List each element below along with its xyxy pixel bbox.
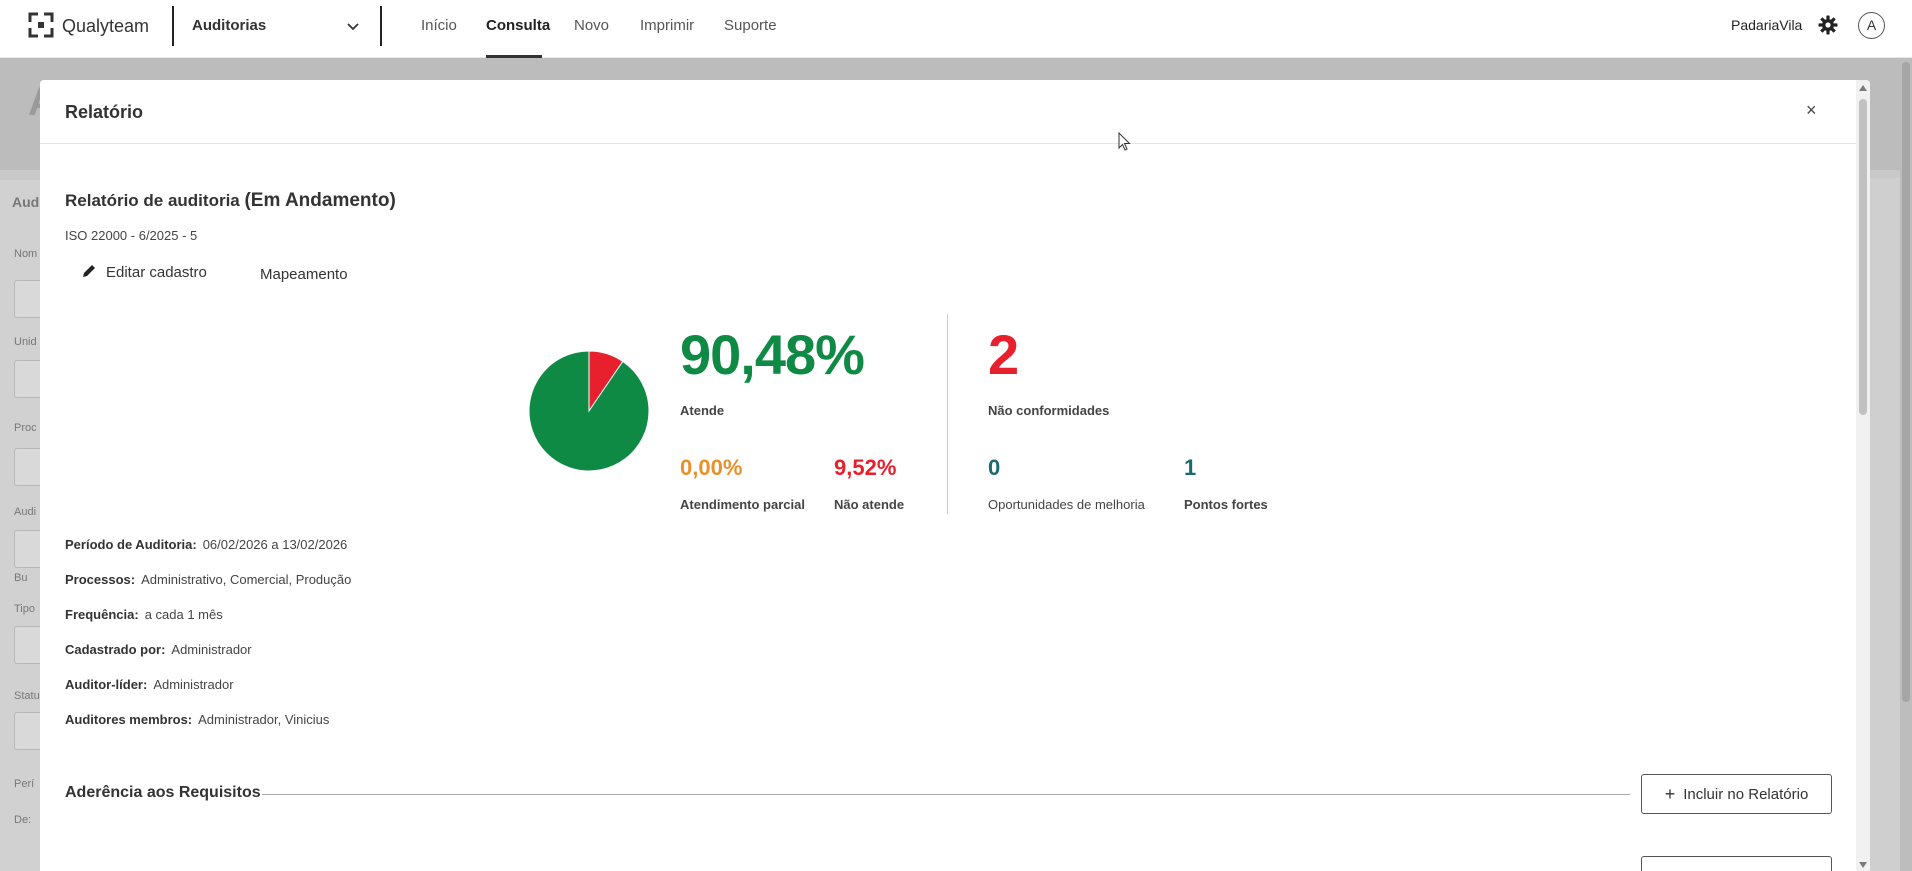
- qualyteam-logo-icon: [28, 12, 54, 38]
- background-label: Bu: [14, 572, 28, 584]
- report-status: (Em Andamento): [244, 190, 396, 211]
- info-value: Administrador: [153, 677, 234, 692]
- info-value: Administrador: [171, 642, 252, 657]
- mouse-cursor-icon: [1118, 132, 1131, 151]
- atende-percentage: 90,48%: [680, 323, 865, 386]
- background-label: Audi: [14, 506, 37, 518]
- include-in-report-label: Incluir no Relatório: [1683, 786, 1809, 803]
- nonconformities-count: 2: [988, 323, 1020, 386]
- organization-name[interactable]: PadariaVila: [1731, 17, 1803, 33]
- stats-divider: [947, 314, 948, 514]
- info-frequency: Frequência: a cada 1 mês: [65, 607, 223, 622]
- not-met-label: Não atende: [834, 497, 905, 512]
- background-label: Statu: [14, 690, 40, 702]
- top-navigation-bar: Qualyteam Auditorias Início Consulta Nov…: [0, 0, 1912, 58]
- plus-icon: +: [1664, 784, 1676, 804]
- nav-suporte[interactable]: Suporte: [724, 17, 777, 34]
- user-avatar[interactable]: A: [1858, 12, 1885, 39]
- info-period: Período de Auditoria: 06/02/2026 a 13/02/…: [65, 537, 347, 552]
- nav-consulta[interactable]: Consulta: [486, 17, 551, 34]
- info-lead-auditor: Auditor-líder: Administrador: [65, 677, 234, 692]
- background-label: Tipo: [14, 603, 35, 615]
- report-code: ISO 22000 - 6/2025 - 5: [65, 228, 198, 243]
- info-label: Processos:: [65, 572, 136, 587]
- page-scrollbar-thumb[interactable]: [1902, 62, 1910, 702]
- info-value: Administrador, Vinicius: [198, 712, 330, 727]
- background-field: [14, 448, 44, 486]
- partial-percentage: 0,00%: [680, 455, 743, 480]
- info-label: Auditor-líder:: [65, 677, 148, 692]
- section-title: Aderência aos Requisitos: [65, 784, 261, 801]
- nav-imprimir[interactable]: Imprimir: [640, 17, 695, 34]
- module-selector[interactable]: Auditorias: [192, 17, 267, 34]
- background-field: [14, 530, 44, 568]
- nonconformities-label: Não conformidades: [988, 403, 1110, 418]
- edit-registration-label: Editar cadastro: [106, 264, 207, 281]
- background-label: Perí: [14, 778, 35, 790]
- brand-name: Qualyteam: [62, 16, 150, 36]
- include-in-report-button[interactable]: + Incluir no Relatório: [1641, 774, 1832, 814]
- nav-novo[interactable]: Novo: [574, 17, 610, 34]
- modal-scrollbar-thumb[interactable]: [1859, 99, 1867, 415]
- info-label: Período de Auditoria:: [65, 537, 197, 552]
- info-value: a cada 1 mês: [144, 607, 223, 622]
- info-registered-by: Cadastrado por: Administrador: [65, 642, 252, 657]
- improvement-opportunities-label: Oportunidades de melhoria: [988, 497, 1145, 512]
- info-value: Administrativo, Comercial, Produção: [141, 572, 352, 587]
- report-title: Relatório de auditoria: [65, 191, 240, 210]
- atende-label: Atende: [680, 403, 725, 418]
- info-processes: Processos: Administrativo, Comercial, Pro…: [65, 572, 351, 587]
- section-divider: [262, 794, 1630, 795]
- info-label: Frequência:: [65, 607, 139, 622]
- include-in-report-button-2[interactable]: [1641, 856, 1832, 871]
- strengths-count: 1: [1184, 455, 1197, 480]
- nav-inicio[interactable]: Início: [421, 17, 457, 34]
- scroll-up-icon[interactable]: [1859, 85, 1867, 91]
- chevron-down-icon[interactable]: [346, 20, 360, 34]
- close-icon[interactable]: ×: [1806, 100, 1817, 120]
- modal-title: Relatório: [65, 102, 144, 122]
- info-auditor-members: Auditores membros: Administrador, Viniciu…: [65, 712, 329, 727]
- improvement-opportunities-count: 0: [988, 455, 1001, 480]
- active-nav-indicator: [486, 55, 542, 58]
- report-modal: Relatório × Relatório de auditoria (Em A…: [40, 80, 1870, 871]
- module-separator: [380, 6, 382, 46]
- pie-slice-atende: [528, 350, 650, 472]
- report-heading: Relatório de auditoria (Em Andamento): [65, 190, 396, 212]
- scroll-down-icon[interactable]: [1859, 862, 1867, 868]
- background-label: De:: [14, 814, 32, 826]
- background-label: Aud: [12, 194, 40, 210]
- info-label: Cadastrado por:: [65, 642, 166, 657]
- strengths-label: Pontos fortes: [1184, 497, 1268, 512]
- background-label: Nom: [14, 248, 38, 260]
- modal-header: Relatório ×: [40, 80, 1856, 144]
- background-filter-panel: Aud Nom Unid Proc Audi Bu Tipo Statu Per…: [0, 180, 44, 871]
- edit-registration-button[interactable]: Editar cadastro: [82, 264, 207, 288]
- info-label: Auditores membros:: [65, 712, 193, 727]
- gear-icon[interactable]: [1818, 15, 1838, 35]
- modal-scrollbar[interactable]: [1856, 80, 1870, 871]
- not-met-percentage: 9,52%: [834, 455, 897, 480]
- mapping-button[interactable]: Mapeamento: [260, 266, 348, 283]
- background-label: Proc: [14, 422, 37, 434]
- info-value: 06/02/2026 a 13/02/2026: [202, 537, 348, 552]
- brand-separator: [172, 6, 174, 46]
- background-label: Unid: [14, 336, 37, 348]
- partial-label: Atendimento parcial: [680, 497, 805, 512]
- pencil-icon: [83, 265, 95, 277]
- compliance-pie-chart: [528, 350, 650, 472]
